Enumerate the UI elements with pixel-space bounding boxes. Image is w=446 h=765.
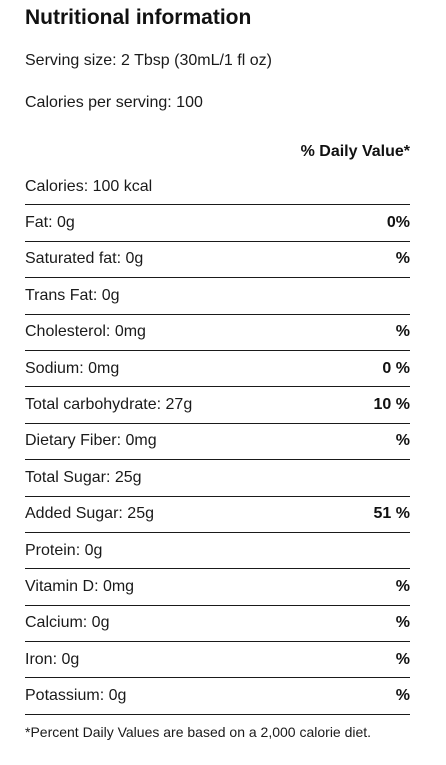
nutrient-daily-value: %: [395, 432, 410, 450]
nutrient-label: Fat: 0g: [25, 214, 75, 232]
nutrient-label: Protein: 0g: [25, 541, 103, 559]
nutrient-row-protein: Protein: 0g: [25, 533, 410, 570]
nutrient-row-calories: Calories: 100 kcal: [25, 169, 410, 206]
nutrient-daily-value: %: [395, 323, 410, 341]
nutrient-daily-value: 51 %: [373, 505, 410, 523]
nutrient-row-total-carbohydrate: Total carbohydrate: 27g 10 %: [25, 387, 410, 424]
nutrient-label: Total carbohydrate: 27g: [25, 396, 193, 414]
daily-value-footnote: *Percent Daily Values are based on a 2,0…: [25, 724, 372, 740]
nutrient-row-calcium: Calcium: 0g %: [25, 606, 410, 643]
nutrient-row-iron: Iron: 0g %: [25, 642, 410, 679]
nutrient-label: Sodium: 0mg: [25, 359, 120, 377]
nutrient-daily-value: %: [395, 250, 410, 268]
nutrient-label: Dietary Fiber: 0mg: [25, 432, 157, 450]
nutrient-daily-value: %: [395, 650, 410, 668]
nutrient-label: Saturated fat: 0g: [25, 250, 144, 268]
nutrient-table: Calories: 100 kcal Fat: 0g 0% Saturated …: [25, 169, 410, 715]
nutrient-daily-value: %: [395, 577, 410, 595]
page-title: Nutritional information: [25, 6, 252, 29]
nutrient-label: Total Sugar: 25g: [25, 468, 142, 486]
nutrient-label: Iron: 0g: [25, 650, 80, 668]
nutrient-daily-value: %: [395, 687, 410, 705]
daily-value-header: % Daily Value*: [300, 143, 410, 160]
nutrient-label: Cholesterol: 0mg: [25, 323, 146, 341]
nutrient-row-dietary-fiber: Dietary Fiber: 0mg %: [25, 424, 410, 461]
nutrient-row-added-sugar: Added Sugar: 25g 51 %: [25, 497, 410, 533]
calories-per-serving: Calories per serving: 100: [25, 94, 203, 111]
nutrient-daily-value: 0%: [386, 214, 410, 232]
nutrient-label: Potassium: 0g: [25, 687, 127, 705]
serving-size: Serving size: 2 Tbsp (30mL/1 fl oz): [25, 52, 272, 69]
nutrient-label: Trans Fat: 0g: [25, 286, 120, 304]
nutrient-label: Vitamin D: 0mg: [25, 577, 135, 595]
nutrient-row-trans-fat: Trans Fat: 0g: [25, 278, 410, 315]
nutrient-daily-value: 0 %: [382, 359, 410, 377]
nutrient-daily-value: %: [395, 614, 410, 632]
nutrient-label: Calories: 100 kcal: [25, 177, 153, 195]
nutrient-daily-value: 10 %: [373, 396, 410, 414]
nutrient-row-fat: Fat: 0g 0%: [25, 205, 410, 242]
nutrient-row-vitamin-d: Vitamin D: 0mg %: [25, 569, 410, 606]
nutrient-row-saturated-fat: Saturated fat: 0g %: [25, 242, 410, 279]
nutrient-label: Calcium: 0g: [25, 614, 110, 632]
nutrient-row-potassium: Potassium: 0g %: [25, 678, 410, 715]
nutrient-label: Added Sugar: 25g: [25, 505, 154, 523]
nutrient-row-cholesterol: Cholesterol: 0mg %: [25, 315, 410, 351]
nutrient-row-total-sugar: Total Sugar: 25g: [25, 460, 410, 497]
nutrient-row-sodium: Sodium: 0mg 0 %: [25, 351, 410, 388]
